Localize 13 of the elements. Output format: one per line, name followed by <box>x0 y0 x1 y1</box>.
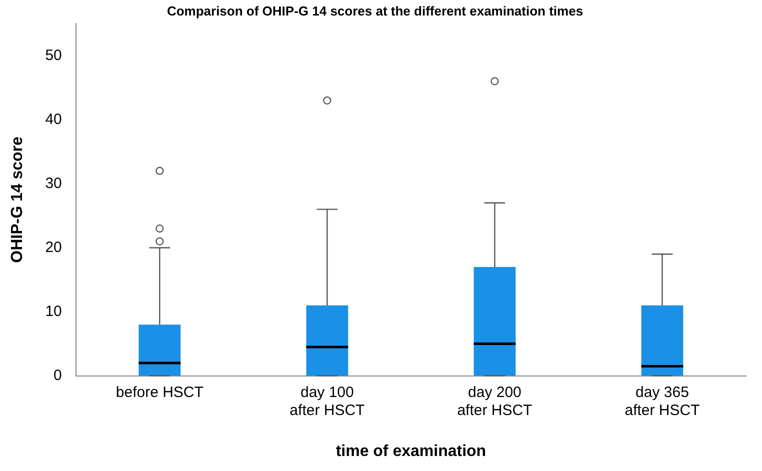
y-tick-label: 30 <box>45 174 62 192</box>
y-tick-label: 0 <box>54 366 62 384</box>
y-tick-label: 20 <box>45 238 62 256</box>
y-axis-title: OHIP-G 14 score <box>9 136 26 263</box>
y-tick-label: 50 <box>45 46 62 64</box>
chart-title: Comparison of OHIP-G 14 scores at the different examination times <box>166 3 584 18</box>
x-tick-label: day 100 after HSCT <box>290 384 365 419</box>
x-tick-label: day 200 after HSCT <box>457 384 532 419</box>
y-tick-label: 10 <box>45 302 62 320</box>
y-tick-label: 40 <box>45 110 62 128</box>
x-axis-title: time of examination <box>336 442 486 460</box>
x-tick-label: before HSCT <box>116 384 204 401</box>
x-tick-label: day 365 after HSCT <box>624 384 700 419</box>
